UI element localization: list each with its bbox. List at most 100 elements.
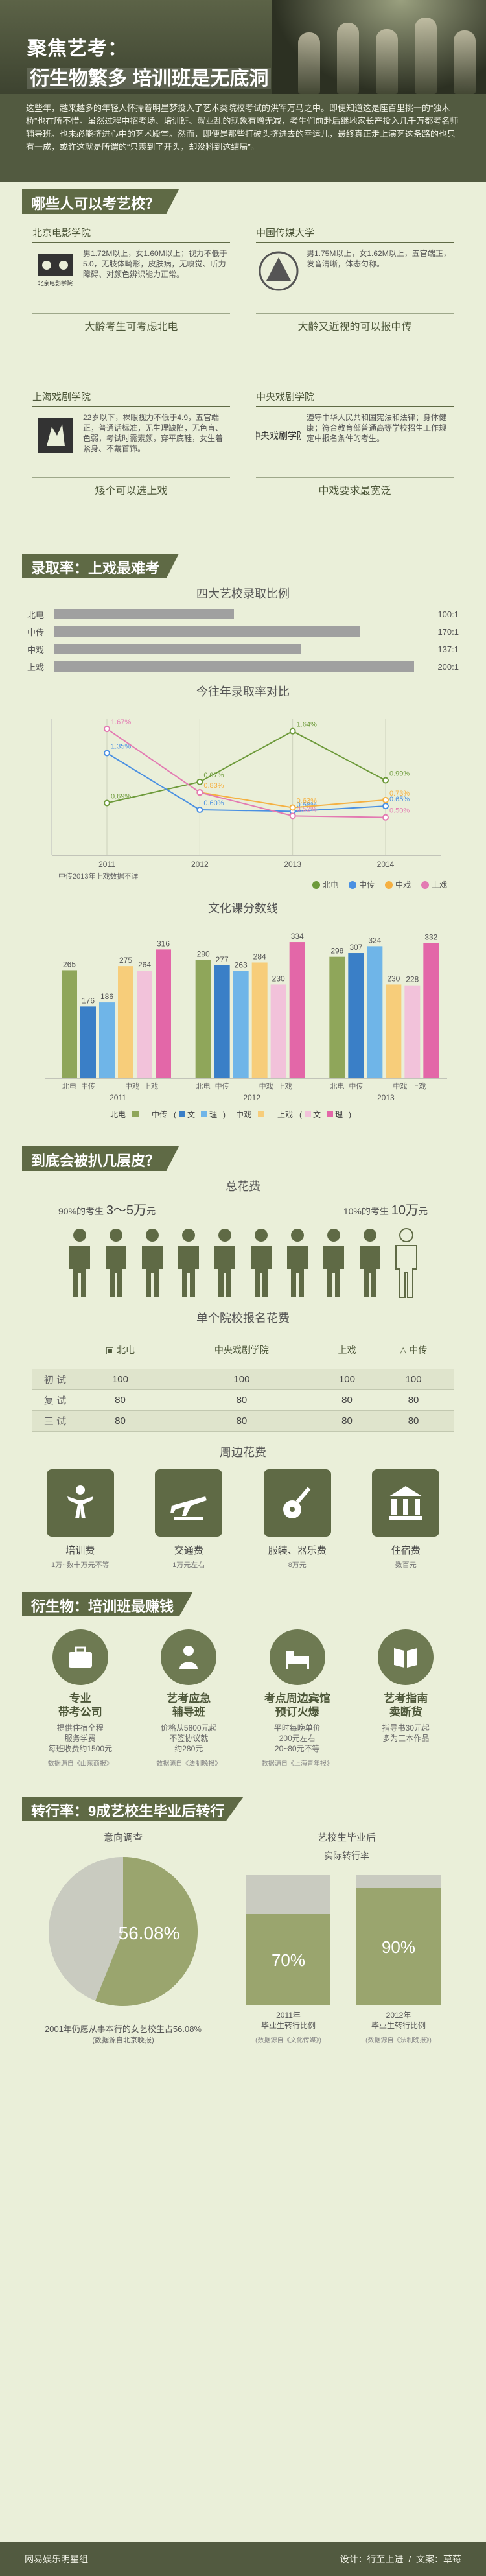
spinoff-title: 考点周边宾馆 预订火爆 [264, 1692, 330, 1718]
legend-swatch [421, 881, 429, 889]
cost-item: 住宿费 数百元 [364, 1469, 448, 1570]
school-tick-label: 上戏 [278, 1082, 292, 1091]
person-icon [392, 1227, 421, 1299]
teacher-icon [161, 1629, 217, 1685]
survey-title: 意向调查 [103, 1832, 143, 1843]
chart-note: 中传2013年上戏数据不详 [58, 871, 138, 880]
school-requirements: 22岁以下，裸眼视力不低于4.9，五官端正，普通话标准，无生理缺陷，无色盲、色弱… [83, 413, 224, 453]
majority-label: 90%的考生 [58, 1206, 104, 1216]
x-tick-label: 2014 [377, 860, 395, 869]
data-label: 0.50% [389, 807, 410, 815]
legend-swatch [312, 881, 320, 889]
stage-background [272, 0, 486, 94]
score-value: 307 [349, 943, 362, 952]
school-tick-label: 中传 [81, 1082, 95, 1091]
dancer-icon [46, 1469, 114, 1537]
legend-paren: ) [223, 1110, 226, 1119]
career-title: 艺校生毕业后 [317, 1832, 376, 1843]
section-title: 衍生物：培训班最赚钱 [22, 1591, 194, 1616]
person-icon [356, 1227, 384, 1299]
cost-item-amount: 数百元 [395, 1561, 417, 1569]
score-bar [233, 971, 249, 1078]
school-tick-label: 上戏 [411, 1082, 426, 1091]
footer-writer: 文案：草莓 [416, 2553, 461, 2564]
section-title: 哪些人可以考艺校？ [22, 189, 179, 214]
data-label: 1.67% [111, 718, 131, 726]
x-tick-label: 2012 [243, 1093, 260, 1102]
legend-label: 中传 [152, 1109, 167, 1119]
score-value: 230 [272, 974, 285, 983]
score-bar [99, 1002, 115, 1078]
ratio-bar [54, 609, 235, 619]
score-value: 275 [119, 956, 132, 965]
score-bar [386, 984, 402, 1078]
cost-item: 服装、器乐费 8万元 [255, 1469, 340, 1570]
score-value: 228 [406, 975, 419, 984]
ratio-label: 北电 [27, 609, 45, 620]
building-icon [372, 1469, 440, 1537]
school-tick-label: 中戏 [259, 1082, 273, 1091]
spinoff-desc: 价格从5800元起 不签协议就 约280元 [160, 1723, 217, 1753]
data-label: 1.35% [111, 743, 131, 751]
legend-paren: ( [174, 1110, 176, 1119]
ratio-label: 中传 [27, 627, 45, 637]
cost-item-amount: 8万元 [288, 1561, 307, 1569]
career-bar [246, 1913, 330, 2005]
trend-line-chart: 2011 2012 2013 2014 0.69% 0.97% 1.64% 0.99% 1.35… [51, 718, 441, 880]
legend-swatch [201, 1111, 207, 1117]
score-bar [367, 946, 383, 1078]
school-tip: 大龄考生可考虑北电 [32, 313, 230, 335]
series-line [106, 752, 386, 812]
series-point [104, 799, 110, 807]
score-bar [251, 962, 268, 1078]
score-value: 264 [138, 960, 151, 969]
footer: 网易娱乐明星组 设计：行至上进 / 文案：草莓 [0, 2542, 486, 2576]
cuc-logo-icon: △ [399, 1344, 407, 1355]
bar-source: (数据源自《法制晚报》) [365, 2036, 432, 2044]
title-line-2: 衍生物繁多 培训班是无底洞 [27, 68, 272, 89]
fee-table-title: 单个院校报名花费 [196, 1312, 290, 1325]
cad-logo-icon: 中央戏剧学院 [256, 412, 301, 458]
score-bar [118, 966, 133, 1078]
score-bar [137, 971, 152, 1078]
score-bar [80, 1006, 96, 1078]
legend-sub: 文 [313, 1109, 321, 1119]
bar-value: 90% [382, 1937, 415, 1957]
spinoff-title: 艺考指南 卖断货 [384, 1692, 428, 1718]
score-bar [329, 956, 345, 1078]
data-label: 0.73% [389, 790, 410, 798]
data-label: 0.83% [203, 782, 224, 790]
series-point [289, 804, 296, 811]
ratio-label: 中戏 [27, 644, 45, 655]
score-bar [404, 985, 421, 1078]
ratio-bar [54, 626, 360, 637]
school-card: 北京电影学院 北京电影学院 男1.72M以上，女1.60M以上；视力不低于5.0… [32, 226, 230, 382]
bar-label: 2012年 [386, 2011, 411, 2020]
footer-brand: 网易娱乐明星组 [25, 2553, 88, 2564]
sta-logo-icon [32, 412, 78, 458]
score-value: 316 [157, 939, 170, 948]
table-row: 初 试 100 100 100 100 [32, 1369, 454, 1390]
career-panel: 意向调查 56.08% 2001年仍愿从事本行的女艺校生占56.08% (数据源… [0, 1828, 486, 2100]
person-icon [102, 1227, 130, 1299]
series-line [106, 730, 386, 804]
ratio-value: 137:1 [437, 644, 459, 654]
series-point [196, 807, 203, 813]
stage-figure [376, 29, 398, 94]
bar-source: (数据源自《文化传媒》) [255, 2036, 321, 2044]
legend-sub: 理 [335, 1110, 343, 1119]
title-line-1: 聚焦艺考： [27, 38, 128, 60]
series-point [289, 812, 296, 820]
score-chart-title: 文化课分数线 [208, 902, 278, 915]
school-tick-label: 中戏 [125, 1082, 139, 1091]
data-label: 0.63% [297, 798, 317, 805]
school-name: 中央戏剧学院 [256, 390, 454, 407]
score-value: 176 [82, 996, 95, 1005]
series-line [106, 728, 386, 818]
score-bar [348, 953, 364, 1078]
legend-sub: 文 [187, 1109, 195, 1119]
legend-label: 北电 [110, 1110, 126, 1119]
series-point [104, 726, 110, 733]
legend-swatch [132, 1111, 139, 1117]
